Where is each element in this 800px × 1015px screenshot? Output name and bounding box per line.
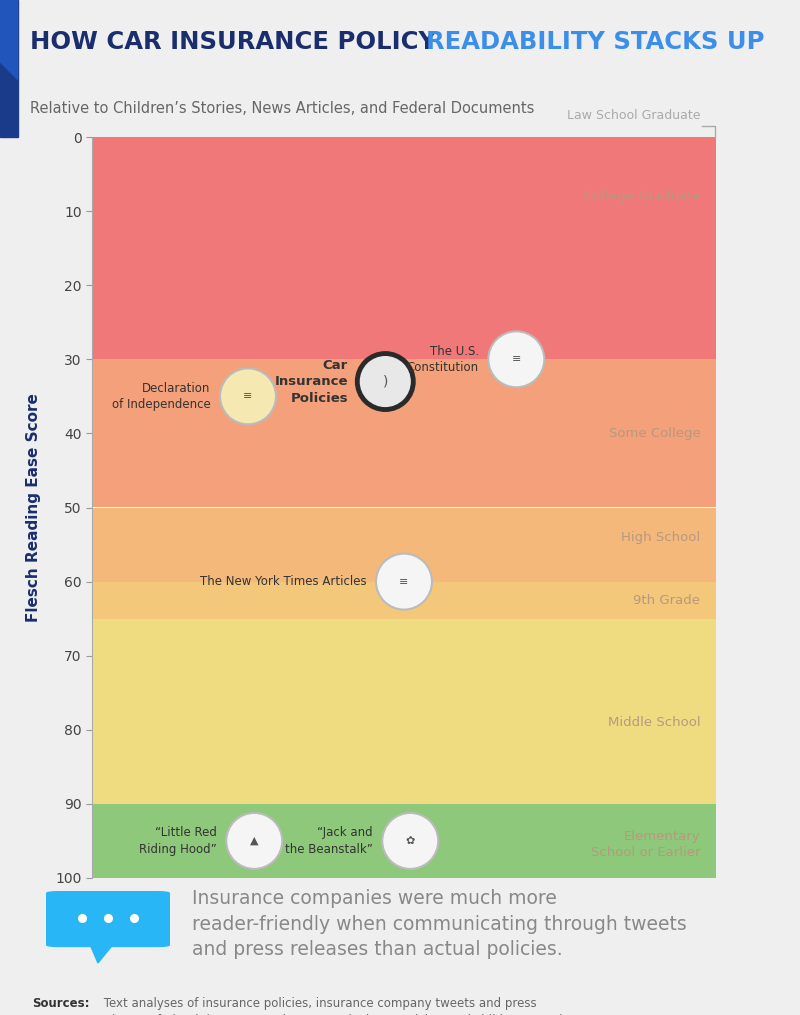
- Text: Elementary
School or Earlier: Elementary School or Earlier: [591, 830, 701, 859]
- Text: ): ): [382, 375, 388, 389]
- Text: Declaration
of Independence: Declaration of Independence: [112, 382, 210, 411]
- Text: 9th Grade: 9th Grade: [634, 594, 701, 607]
- Polygon shape: [90, 944, 113, 963]
- Text: ≡: ≡: [399, 577, 409, 587]
- Polygon shape: [0, 0, 18, 79]
- Ellipse shape: [220, 368, 276, 424]
- Text: “Little Red
Riding Hood”: “Little Red Riding Hood”: [139, 826, 217, 856]
- FancyBboxPatch shape: [46, 891, 170, 947]
- Text: The New York Times Articles: The New York Times Articles: [200, 576, 366, 588]
- Bar: [92, 582, 716, 619]
- Bar: [92, 619, 716, 804]
- Text: Text analyses of insurance policies, insurance company tweets and press
releases: Text analyses of insurance policies, ins…: [100, 997, 576, 1015]
- Text: Sources:: Sources:: [32, 997, 90, 1010]
- Text: Insurance companies were much more
reader-friendly when communicating through tw: Insurance companies were much more reade…: [192, 889, 686, 959]
- Ellipse shape: [358, 353, 414, 409]
- Ellipse shape: [376, 553, 432, 610]
- Text: ✿: ✿: [406, 836, 415, 845]
- Bar: [92, 508, 716, 582]
- Text: Middle School: Middle School: [608, 716, 701, 729]
- Text: ≡: ≡: [243, 392, 253, 401]
- Bar: [92, 804, 716, 878]
- Text: High School: High School: [622, 531, 701, 544]
- Text: ▲: ▲: [250, 836, 258, 845]
- Text: ≡: ≡: [512, 354, 521, 364]
- Ellipse shape: [488, 331, 544, 388]
- Text: The U.S.
Constitution: The U.S. Constitution: [407, 344, 479, 375]
- Text: READABILITY STACKS UP: READABILITY STACKS UP: [426, 30, 765, 54]
- Text: “Jack and
the Beanstalk”: “Jack and the Beanstalk”: [285, 826, 373, 856]
- Text: Relative to Children’s Stories, News Articles, and Federal Documents: Relative to Children’s Stories, News Art…: [30, 102, 534, 117]
- Y-axis label: Flesch Reading Ease Score: Flesch Reading Ease Score: [26, 393, 42, 622]
- Text: Law School Graduate: Law School Graduate: [567, 110, 701, 122]
- Text: HOW CAR INSURANCE POLICY: HOW CAR INSURANCE POLICY: [30, 30, 445, 54]
- Ellipse shape: [226, 813, 282, 869]
- Ellipse shape: [382, 813, 438, 869]
- Text: Some College: Some College: [609, 427, 701, 439]
- Bar: [92, 359, 716, 508]
- Bar: [0, 0, 18, 137]
- Text: College Graduate: College Graduate: [584, 190, 701, 203]
- Text: Car
Insurance
Policies: Car Insurance Policies: [274, 358, 348, 405]
- Bar: [92, 137, 716, 359]
